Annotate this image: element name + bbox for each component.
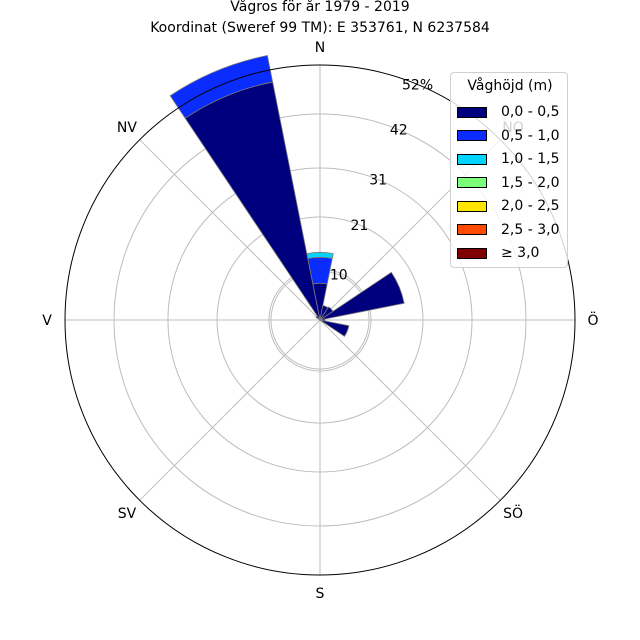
legend-label: 1,5 - 2,0 [501,174,560,191]
direction-label: Ö [587,311,598,329]
legend-swatch [457,177,487,188]
legend-label: 2,0 - 2,5 [501,198,560,214]
legend-swatch [457,224,487,235]
grid-spoke [139,319,321,501]
legend-item: 0,5 - 1,0 [457,126,559,146]
radial-tick-label: 10 [330,268,348,284]
legend: Våghöjd (m) 0,0 - 0,5 0,5 - 1,0 1,0 - 1,5 1… [450,72,568,268]
direction-label: S [316,586,325,602]
sector-bar [319,319,350,337]
direction-label: SV [118,506,137,522]
legend-swatch [457,247,487,259]
legend-item: 0,0 - 0,5 [457,102,559,122]
direction-label: V [42,313,52,329]
legend-item: ≥ 3,0 [457,243,539,263]
chart-title: Vågros för år 1979 - 2019 [230,0,410,15]
grid-spoke [319,319,501,501]
radial-tick-label: 42 [390,123,408,139]
direction-label: NV [117,120,137,136]
legend-label: 0,5 - 1,0 [501,127,560,144]
radial-tick-label: 52% [402,77,433,93]
sector-bar [319,271,405,321]
radial-tick-label: 21 [350,218,368,234]
radial-tick-label: 31 [369,173,387,189]
direction-label: N [315,40,325,56]
sector-bar [184,81,321,321]
direction-label: SÖ [503,504,523,522]
legend-title: Våghöjd (m) [467,78,553,94]
chart-subtitle: Koordinat (Sweref 99 TM): E 353761, N 62… [150,20,490,36]
legend-item: 2,5 - 3,0 [457,220,559,240]
legend-item: 2,0 - 2,5 [457,196,559,216]
legend-label: 1,0 - 1,5 [501,151,560,167]
legend-swatch [457,130,487,141]
legend-label: 0,0 - 0,5 [501,104,560,120]
legend-swatch [457,106,487,118]
sector-bar [169,55,274,119]
legend-swatch [457,153,487,165]
legend-swatch [457,200,487,212]
grid-spoke [139,139,321,321]
sector-bars [169,55,405,337]
outer-circle [64,64,576,576]
legend-label: 2,5 - 3,0 [501,221,560,238]
legend-label: ≥ 3,0 [501,245,540,261]
legend-item: 1,5 - 2,0 [457,173,559,193]
sector-bar [306,251,334,259]
legend-item: 1,0 - 1,5 [457,149,559,169]
